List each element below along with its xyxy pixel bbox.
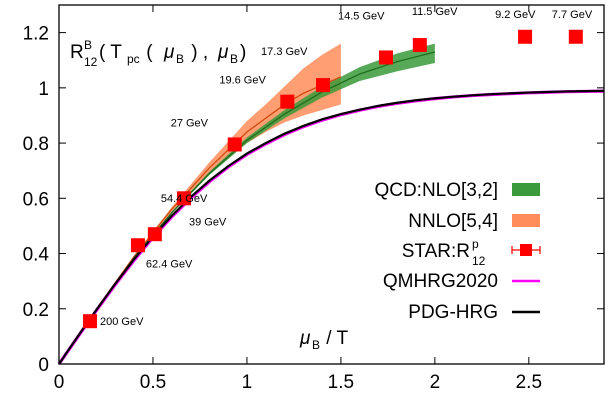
x-axis-title: μ B / T (299, 328, 348, 352)
legend-label-star: STAR:R (402, 241, 470, 262)
legend: QCD:NLO[3,2] NNLO[5,4] STAR:R p 12 QMHRG… (374, 180, 541, 323)
y-axis-title-part2: ( (141, 42, 158, 63)
legend-label-nnlo: NNLO[5,4] (408, 211, 498, 232)
star-point-200-gev (83, 314, 98, 329)
x-tick-label: 0 (54, 372, 65, 393)
y-axis-title-mu1: μ (163, 42, 175, 63)
y-axis-title-part4: ) (240, 42, 246, 63)
y-axis-title-part1-sub: pc (127, 52, 140, 66)
star-point-7-7-gev (568, 29, 583, 44)
y-axis-title-sub: 12 (84, 55, 98, 69)
x-tick-label: 1.5 (328, 372, 354, 393)
star-point-39-gev (176, 191, 191, 206)
x-tick-label: 0.5 (140, 372, 166, 393)
y-axis-title-mu2-sub: B (230, 52, 238, 66)
y-tick-label: 0.6 (23, 189, 49, 210)
legend-label-qmhrg: QMHRG2020 (383, 271, 498, 292)
star-point-11-5-gev (412, 38, 427, 53)
x-tick-label: 1 (242, 372, 253, 393)
x-axis-title-rest: / T (321, 328, 348, 349)
y-axis-title-sup: B (84, 38, 92, 52)
y-axis-title-part3: ) , (186, 42, 213, 63)
legend-label-pdg: PDG-HRG (408, 302, 498, 323)
energy-labels-layer: 200 GeV 62.4 GeV 54.4 GeV 39 GeV 27 GeV 19.6 … (100, 6, 593, 328)
y-tick-label: 0.8 (23, 134, 49, 155)
energy-label-39-gev: 39 GeV (189, 216, 227, 228)
x-tick-label: 2.5 (516, 372, 542, 393)
legend-marker-star (511, 244, 541, 256)
star-point-14-5-gev (379, 50, 393, 65)
legend-label-qcd-nlo: QCD:NLO[3,2] (374, 180, 498, 201)
plot-frame (58, 4, 605, 365)
y-axis-title-base: R (70, 42, 84, 63)
energy-label-9-2-gev: 9.2 GeV (495, 9, 536, 21)
star-point-27-gev (227, 137, 242, 152)
energy-label-200-gev: 200 GeV (100, 316, 144, 328)
energy-label-19-6-gev: 19.6 GeV (219, 75, 266, 87)
legend-label-star-sup: p (472, 237, 479, 251)
data-points-layer (83, 29, 583, 329)
axis-ticks: 0 0.5 1 1.5 2 2.5 0 0.2 0.4 0.6 0.8 1 1.2 (23, 5, 604, 393)
legend-label-star-sub: 12 (472, 254, 486, 268)
energy-label-27-gev: 27 GeV (171, 117, 209, 129)
energy-label-11-5-gev: 11.5 GeV (412, 6, 458, 18)
x-tick-label: 2 (430, 372, 441, 393)
y-tick-label: 0.2 (23, 300, 49, 321)
y-axis-title: R B 12 ( T pc ( μ B ) , μ B ) (70, 38, 246, 69)
star-point-9-2-gev (518, 29, 533, 44)
energy-label-17-3-gev: 17.3 GeV (261, 46, 308, 58)
legend-swatch-nnlo (512, 214, 540, 227)
y-axis-title-part1: ( T (99, 42, 122, 63)
y-tick-label: 1 (38, 79, 49, 100)
star-point-17-3-gev (316, 78, 331, 93)
energy-label-54-4-gev: 54.4 GeV (161, 193, 208, 205)
y-tick-label: 0.4 (23, 245, 50, 266)
y-tick-label: 1.2 (23, 24, 49, 45)
y-axis-title-mu2: μ (217, 42, 229, 63)
star-point-19-6-gev (280, 94, 295, 109)
energy-label-7-7-gev: 7.7 GeV (552, 9, 593, 21)
energy-label-62-4-gev: 62.4 GeV (146, 258, 193, 270)
x-axis-title-mu: μ (299, 328, 311, 349)
y-axis-title-mu1-sub: B (176, 52, 184, 66)
legend-swatch-qcd-nlo (512, 183, 540, 196)
star-point-54-4-gev (147, 227, 162, 242)
x-axis-title-mu-sub: B (312, 338, 320, 352)
star-point-62-4-gev (130, 238, 145, 253)
y-tick-label: 0 (38, 355, 49, 376)
energy-label-14-5-gev: 14.5 GeV (338, 10, 385, 22)
